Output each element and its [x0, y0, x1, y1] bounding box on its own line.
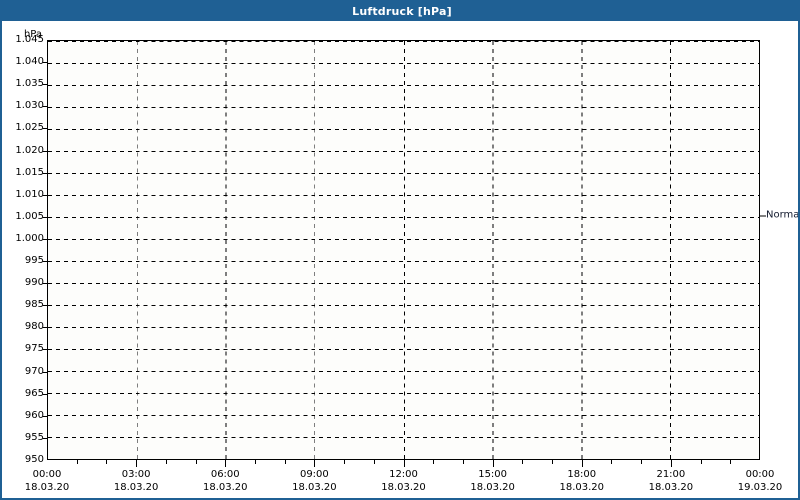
- x-axis-major-tick: [493, 460, 494, 467]
- x-axis-tick-time: 09:00: [299, 469, 329, 480]
- x-axis-minor-tick: [166, 460, 167, 464]
- x-axis-tick-date: 19.03.20: [737, 482, 783, 493]
- x-axis-tick-label: 21:00 18.03.20: [626, 468, 716, 494]
- y-axis-tick-label: 995: [24, 255, 44, 267]
- y-axis-tick-mark: [43, 283, 47, 285]
- y-axis-tick-label: 1.030: [15, 100, 44, 112]
- normal-tick-mark: [760, 215, 766, 217]
- y-axis-tick-mark: [43, 216, 47, 218]
- x-axis-major-tick: [671, 460, 672, 467]
- x-axis-tick-time: 03:00: [121, 469, 151, 480]
- chart-title-bar: Luftdruck [hPa]: [2, 2, 798, 21]
- x-axis-tick-label: 18:00 18.03.20: [537, 468, 627, 494]
- x-axis-tick-label: 12:00 18.03.20: [359, 468, 449, 494]
- y-axis-tick-mark: [43, 128, 47, 130]
- x-axis-minor-tick: [701, 460, 702, 464]
- y-axis-tick-label: 960: [24, 409, 44, 421]
- y-axis-tick-mark: [43, 371, 47, 373]
- x-axis-minor-tick: [374, 460, 375, 464]
- y-axis-tick-mark: [43, 172, 47, 174]
- x-axis-tick-date: 18.03.20: [381, 482, 426, 493]
- x-axis-minor-tick: [463, 460, 464, 464]
- x-axis-tick-label: 03:00 18.03.20: [91, 468, 181, 494]
- x-axis-minor-tick: [285, 460, 286, 464]
- y-axis-tick-label: 1.010: [15, 188, 44, 200]
- x-axis-minor-tick: [196, 460, 197, 464]
- x-axis-tick-time: 18:00: [567, 469, 597, 480]
- y-axis-tick-label: 980: [24, 321, 44, 333]
- x-axis-minor-tick: [611, 460, 612, 464]
- grid-lines: [48, 41, 759, 459]
- y-axis-tick-mark: [43, 393, 47, 395]
- x-axis-tick-time: 15:00: [478, 469, 508, 480]
- x-axis-tick-date: 18.03.20: [113, 482, 159, 493]
- x-axis-tick-label: 00:00 18.03.20: [2, 468, 92, 494]
- y-axis-tick-label: 1.005: [15, 210, 44, 222]
- normal-label: Normal: [766, 209, 800, 221]
- x-axis-tick-date: 18.03.20: [470, 482, 515, 493]
- x-axis-minor-tick: [552, 460, 553, 464]
- y-axis-tick-label: 1.045: [15, 34, 44, 45]
- y-axis-tick-label: 955: [24, 431, 44, 443]
- x-axis-tick-label: 00:00 19.03.20: [715, 468, 798, 494]
- x-axis-minor-tick: [522, 460, 523, 464]
- y-axis-tick-mark: [43, 238, 47, 240]
- x-axis-tick-label: 09:00 18.03.20: [269, 468, 359, 494]
- x-axis-minor-tick: [730, 460, 731, 464]
- y-axis-tick-mark: [43, 106, 47, 108]
- y-axis-tick-label: 965: [24, 387, 44, 399]
- x-axis-tick-time: 00:00: [32, 469, 62, 480]
- y-axis-tick-mark: [43, 150, 47, 152]
- x-axis-tick-date: 18.03.20: [648, 482, 694, 493]
- y-axis-unit-label: hPa: [23, 29, 42, 40]
- x-axis-tick-date: 18.03.20: [202, 482, 248, 493]
- x-axis-major-tick: [582, 460, 583, 467]
- x-axis-tick-date: 18.03.20: [559, 482, 605, 493]
- x-axis-minor-tick: [106, 460, 107, 464]
- x-axis-minor-tick: [77, 460, 78, 464]
- x-axis-major-tick: [225, 460, 226, 467]
- y-axis-tick-mark: [43, 349, 47, 351]
- x-axis-tick-date: 18.03.20: [292, 482, 337, 493]
- y-axis-tick-label: 990: [24, 277, 44, 289]
- y-axis-tick-mark: [43, 261, 47, 263]
- y-axis-tick-mark: [43, 327, 47, 329]
- y-axis-tick-label: 970: [24, 365, 44, 377]
- x-axis-minor-tick: [255, 460, 256, 464]
- page-title: Luftdruck [hPa]: [352, 5, 452, 18]
- y-axis-tick-mark: [43, 437, 47, 439]
- plot-area: [47, 40, 760, 460]
- x-axis-minor-tick: [433, 460, 434, 464]
- x-axis-tick-label: 15:00 18.03.20: [448, 468, 538, 494]
- x-axis-tick-time: 06:00: [210, 469, 240, 480]
- x-axis-major-tick: [404, 460, 405, 467]
- x-axis-tick-label: 06:00 18.03.20: [180, 468, 270, 494]
- y-axis-tick-mark: [43, 415, 47, 417]
- y-axis-tick-label: 1.025: [15, 122, 44, 134]
- x-axis-tick-time: 00:00: [745, 469, 775, 480]
- x-axis-tick-time: 12:00: [389, 469, 418, 480]
- y-axis-tick-label: 1.040: [15, 56, 44, 68]
- x-axis-minor-tick: [641, 460, 642, 464]
- y-axis-tick-mark: [43, 84, 47, 86]
- y-axis-tick-mark: [43, 194, 47, 196]
- y-axis-tick-label: 1.020: [15, 144, 44, 156]
- y-axis-tick-label: 1.015: [15, 166, 44, 178]
- x-axis-tick-time: 21:00: [656, 469, 686, 480]
- y-axis-tick-label: 985: [24, 299, 44, 311]
- x-axis-tick-date: 18.03.20: [24, 482, 70, 493]
- x-axis-major-tick: [314, 460, 315, 467]
- y-axis-tick-mark: [43, 62, 47, 64]
- y-axis-tick-label: 1.035: [15, 78, 44, 90]
- y-axis-tick-label: 950: [24, 454, 44, 465]
- y-axis-tick-label: 1.000: [15, 232, 44, 244]
- y-axis-tick-mark: [43, 305, 47, 307]
- y-axis-tick-label: 975: [24, 343, 44, 355]
- x-axis-minor-tick: [344, 460, 345, 464]
- x-axis-major-tick: [136, 460, 137, 467]
